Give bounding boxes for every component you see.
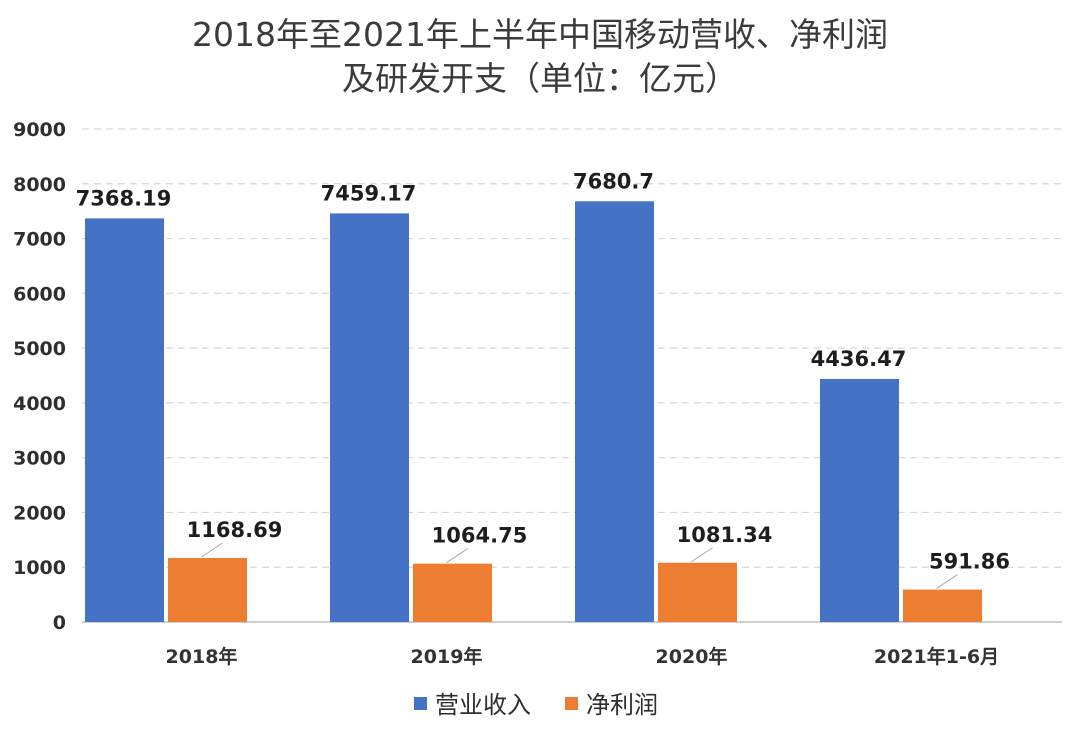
x-tick-label: 2020年 [656, 645, 728, 668]
y-tick-label: 5000 [13, 338, 66, 360]
legend-label-revenue: 营业收入 [435, 691, 531, 719]
x-tick-label: 2021年1-6月 [874, 645, 999, 668]
y-tick-label: 0 [53, 612, 66, 634]
data-label-net-profit: 1168.69 [187, 518, 283, 542]
x-axis-ticks: 2018年 2019年 2020年 2021年1-6月 [166, 645, 1000, 668]
legend: 营业收入 净利润 [414, 691, 658, 719]
data-label-revenue: 7459.17 [321, 181, 417, 205]
data-label-net-profit: 591.86 [929, 550, 1010, 574]
y-tick-label: 8000 [13, 174, 66, 196]
bar-revenue [85, 218, 164, 622]
bar-revenue [330, 213, 409, 622]
y-tick-label: 3000 [13, 448, 66, 470]
y-tick-label: 9000 [13, 119, 66, 141]
data-label-revenue: 7680.7 [573, 169, 654, 193]
x-tick-label: 2019年 [411, 645, 483, 668]
bar-net-profit [658, 562, 737, 622]
bar-net-profit [413, 563, 492, 622]
y-tick-label: 7000 [13, 229, 66, 251]
bar-revenue [575, 201, 654, 623]
y-axis-ticks: 0 1000 2000 3000 4000 5000 6000 7000 8000 9000 [13, 119, 66, 634]
bar-revenue [820, 378, 899, 622]
data-label-net-profit: 1081.34 [677, 523, 773, 547]
data-labels: 7368.19 1168.69 7459.17 1064.75 7680.7 1081.3… [76, 169, 1010, 589]
data-label-leader-line [691, 547, 713, 563]
legend-swatch-net-profit [565, 697, 578, 710]
y-tick-label: 1000 [13, 557, 66, 579]
chart-title-line-1: 2018年至2021年上半年中国移动营收、净利润 [192, 15, 888, 54]
data-label-leader-line [201, 542, 223, 558]
legend-label-net-profit: 净利润 [586, 691, 658, 719]
legend-swatch-revenue [414, 697, 427, 710]
y-tick-label: 2000 [13, 502, 66, 524]
data-label-leader-line [446, 548, 468, 564]
data-label-net-profit: 1064.75 [432, 524, 528, 548]
data-label-revenue: 7368.19 [76, 186, 172, 210]
bar-net-profit [903, 589, 982, 622]
bar-net-profit [168, 557, 247, 622]
data-label-leader-line [936, 574, 958, 589]
gridlines [82, 128, 1062, 623]
chart-title-line-2: 及研发开支（单位：亿元） [342, 59, 738, 98]
bars [85, 201, 982, 623]
x-tick-label: 2018年 [166, 645, 238, 668]
data-label-revenue: 4436.47 [811, 347, 907, 371]
y-tick-label: 4000 [13, 393, 66, 415]
y-tick-label: 6000 [13, 283, 66, 305]
